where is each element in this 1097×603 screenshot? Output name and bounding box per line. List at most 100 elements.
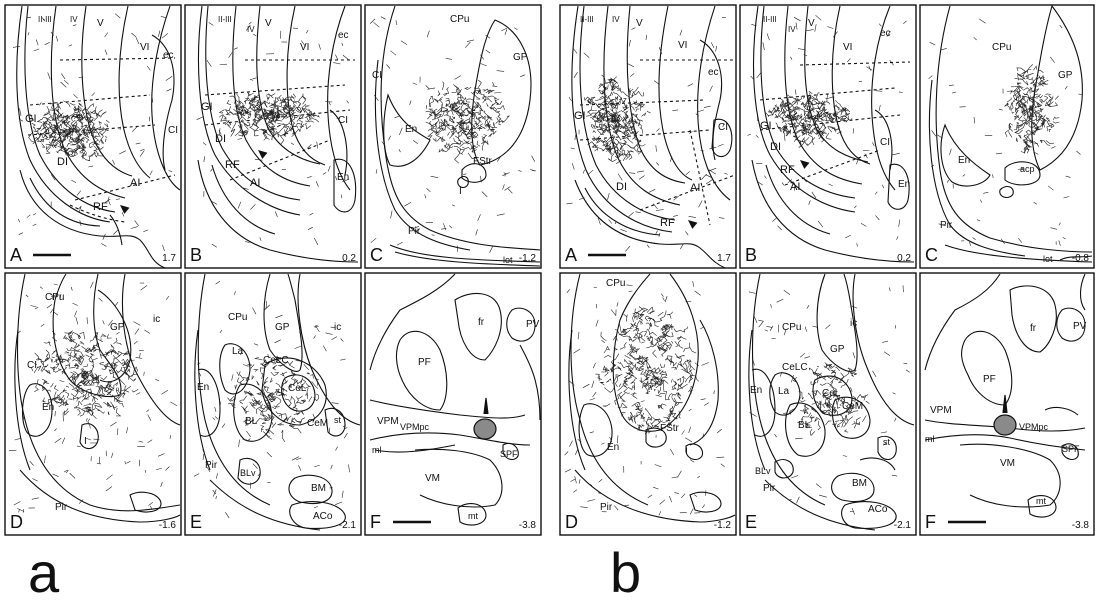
fiber-trace (482, 96, 487, 101)
fiber-trace (75, 122, 83, 133)
fiber-trace (251, 398, 263, 405)
fiber-trace (504, 29, 508, 35)
fiber-trace (670, 448, 675, 456)
fiber-trace (832, 114, 836, 118)
region-label: CI (338, 115, 348, 126)
fiber-trace (149, 170, 153, 176)
fiber-trace (633, 114, 639, 118)
fiber-trace (100, 111, 107, 118)
fiber-trace (305, 383, 311, 388)
fiber-trace (117, 350, 127, 355)
fiber-trace (158, 30, 161, 37)
fiber-trace (646, 370, 653, 377)
region-label: mt (1036, 496, 1046, 506)
fiber-trace (501, 27, 508, 32)
fiber-trace (755, 134, 759, 138)
fiber-trace (54, 438, 62, 443)
fiber-trace (80, 131, 90, 139)
fiber-trace (609, 77, 615, 82)
fiber-trace (854, 327, 856, 333)
fiber-trace (88, 165, 94, 168)
fiber-trace (470, 113, 475, 119)
fiber-trace (63, 334, 68, 340)
fiber-trace (131, 388, 139, 393)
fiber-trace (784, 104, 791, 112)
fiber-trace (30, 367, 34, 372)
fiber-trace (681, 368, 692, 378)
fiber-trace (646, 344, 657, 349)
fiber-trace (824, 111, 829, 118)
fiber-trace (431, 117, 437, 121)
fiber-trace (427, 87, 436, 90)
fiber-trace (58, 399, 68, 407)
fiber-trace (86, 317, 88, 324)
region-label: fr (1030, 323, 1037, 334)
fiber-trace (375, 169, 378, 174)
fiber-trace (72, 379, 79, 387)
fiber-trace (658, 405, 664, 410)
fiber-trace (51, 138, 55, 144)
fiber-trace (849, 368, 857, 374)
fiber-trace (487, 117, 493, 121)
fiber-trace (76, 407, 81, 411)
fiber-trace (704, 402, 709, 406)
fiber-trace (65, 336, 70, 341)
fiber-trace (774, 104, 780, 111)
fiber-trace (246, 438, 251, 442)
fiber-trace (774, 433, 777, 438)
fiber-trace (613, 127, 618, 133)
fiber-trace (101, 362, 110, 370)
fiber-trace (569, 440, 573, 447)
fiber-trace (615, 129, 620, 134)
fiber-trace (653, 486, 659, 490)
fiber-trace (77, 105, 83, 110)
fiber-trace (433, 108, 438, 112)
fiber-trace (270, 371, 279, 377)
fiber-trace (602, 138, 609, 146)
panel-frames (4, 4, 1095, 536)
fiber-trace (795, 135, 802, 145)
fiber-trace (827, 394, 833, 400)
fiber-trace (293, 122, 303, 127)
fiber-trace (157, 453, 165, 457)
fiber-trace (580, 506, 588, 508)
fiber-trace (102, 126, 108, 132)
fiber-trace (644, 376, 650, 381)
fiber-trace (1023, 87, 1031, 94)
fiber-trace (341, 42, 343, 46)
fiber-trace (271, 416, 275, 425)
fiber-trace (813, 124, 820, 129)
region-label: mt (468, 511, 478, 521)
fiber-trace (656, 335, 662, 342)
region-label: RF (93, 201, 108, 213)
fiber-trace (46, 304, 52, 309)
fiber-trace (474, 113, 478, 120)
fiber-trace (85, 115, 95, 125)
fiber-trace (89, 126, 100, 135)
fiber-trace (340, 358, 346, 361)
fiber-trace (323, 345, 327, 352)
fiber-trace (268, 119, 274, 124)
fiber-trace (18, 232, 24, 235)
fiber-trace (624, 358, 635, 367)
fiber-trace (615, 373, 623, 378)
fiber-trace (169, 435, 171, 439)
fiber-trace (622, 331, 627, 336)
fiber-trace (80, 390, 85, 393)
fiber-trace (1016, 123, 1020, 131)
fiber-trace (624, 150, 634, 156)
fiber-trace (282, 97, 288, 106)
fiber-trace (253, 343, 259, 346)
fiber-trace (280, 413, 283, 419)
fiber-trace (888, 287, 891, 292)
fiber-trace (427, 113, 433, 120)
fiber-trace (252, 463, 258, 469)
fiber-trace (640, 377, 642, 383)
fiber-trace (390, 50, 397, 56)
fiber-trace (478, 89, 485, 96)
fiber-trace (647, 494, 653, 499)
fiber-trace (862, 415, 867, 422)
fiber-trace (273, 405, 280, 408)
fiber-trace (669, 495, 672, 503)
fiber-trace (39, 102, 42, 106)
